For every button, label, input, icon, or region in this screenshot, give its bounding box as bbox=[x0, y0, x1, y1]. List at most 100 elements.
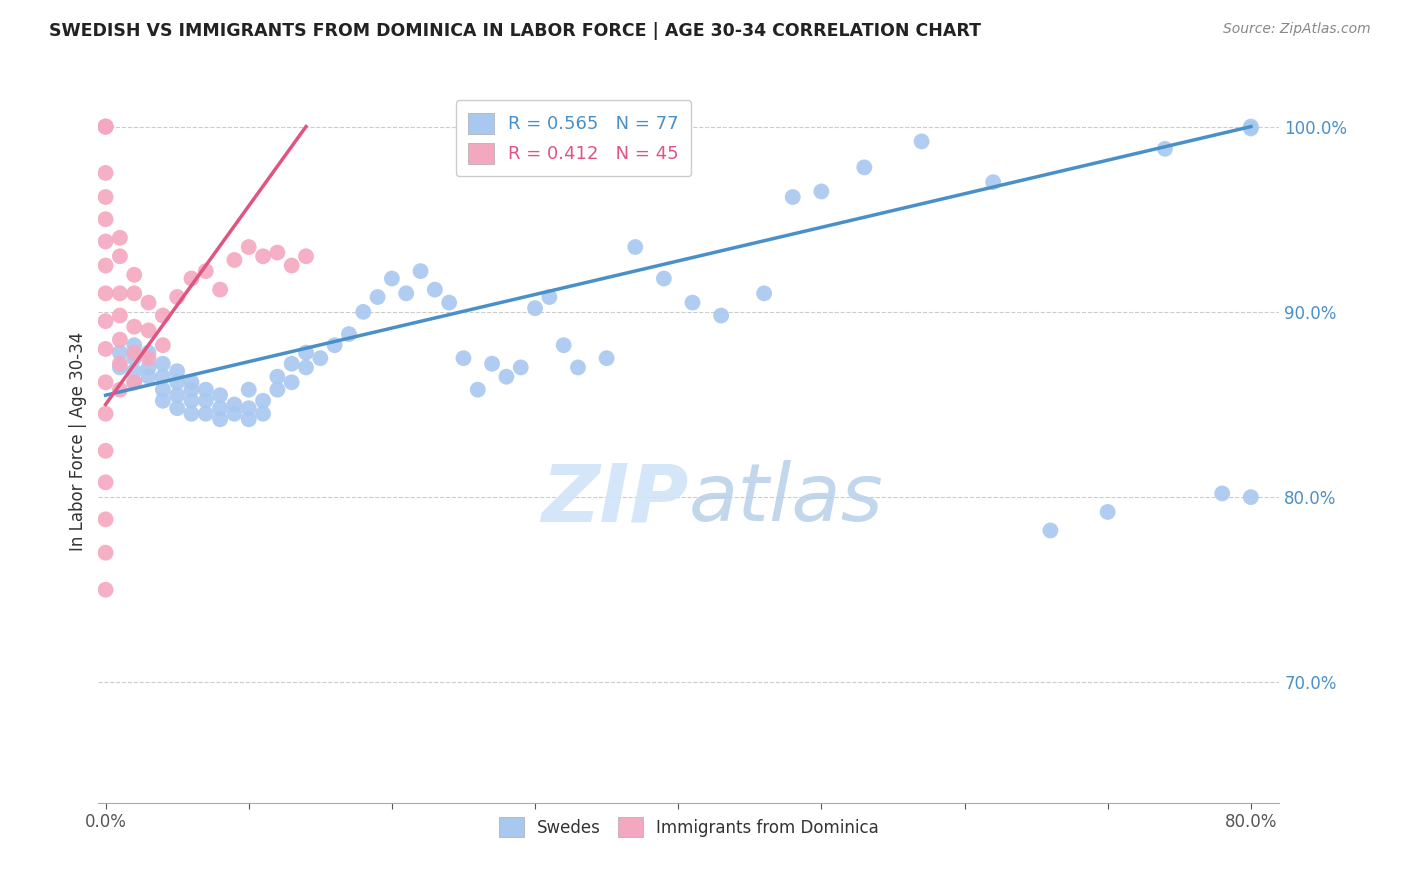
Point bbox=[166, 364, 188, 378]
Point bbox=[180, 376, 202, 390]
Point bbox=[108, 333, 131, 347]
Point bbox=[152, 393, 174, 408]
Point bbox=[752, 286, 775, 301]
Point bbox=[108, 249, 131, 263]
Point bbox=[94, 407, 117, 421]
Point bbox=[224, 407, 246, 421]
Point bbox=[337, 327, 360, 342]
Point bbox=[194, 264, 217, 278]
Point bbox=[1039, 524, 1062, 538]
Point bbox=[138, 369, 160, 384]
Point bbox=[1240, 120, 1263, 134]
Point bbox=[94, 582, 117, 597]
Point bbox=[624, 240, 647, 254]
Point bbox=[94, 212, 117, 227]
Point bbox=[94, 235, 117, 249]
Point bbox=[108, 357, 131, 371]
Point bbox=[108, 345, 131, 359]
Point bbox=[238, 401, 260, 416]
Point bbox=[194, 393, 217, 408]
Point bbox=[194, 383, 217, 397]
Point bbox=[94, 166, 117, 180]
Point bbox=[323, 338, 346, 352]
Point bbox=[567, 360, 589, 375]
Point bbox=[495, 369, 517, 384]
Point bbox=[509, 360, 531, 375]
Point bbox=[252, 407, 274, 421]
Point bbox=[423, 283, 446, 297]
Point bbox=[122, 319, 145, 334]
Point bbox=[122, 351, 145, 366]
Point bbox=[138, 295, 160, 310]
Point bbox=[166, 376, 188, 390]
Point bbox=[1240, 121, 1263, 136]
Point bbox=[853, 161, 876, 175]
Point bbox=[266, 369, 288, 384]
Point bbox=[122, 345, 145, 359]
Point bbox=[94, 259, 117, 273]
Y-axis label: In Labor Force | Age 30-34: In Labor Force | Age 30-34 bbox=[69, 332, 87, 551]
Point bbox=[180, 383, 202, 397]
Point bbox=[538, 290, 561, 304]
Point bbox=[595, 351, 617, 366]
Point bbox=[367, 290, 389, 304]
Point bbox=[94, 314, 117, 328]
Point bbox=[710, 309, 733, 323]
Point bbox=[180, 407, 202, 421]
Point bbox=[122, 286, 145, 301]
Text: ZIP: ZIP bbox=[541, 460, 689, 539]
Point bbox=[1211, 486, 1233, 500]
Point bbox=[524, 301, 547, 315]
Point bbox=[481, 357, 503, 371]
Point bbox=[94, 190, 117, 204]
Point bbox=[295, 249, 318, 263]
Point bbox=[152, 369, 174, 384]
Point bbox=[381, 271, 404, 285]
Point bbox=[553, 338, 575, 352]
Point bbox=[94, 376, 117, 390]
Point bbox=[209, 388, 232, 402]
Point bbox=[94, 546, 117, 560]
Point bbox=[209, 401, 232, 416]
Text: atlas: atlas bbox=[689, 460, 884, 539]
Point bbox=[309, 351, 332, 366]
Point bbox=[682, 295, 704, 310]
Point bbox=[152, 309, 174, 323]
Point bbox=[266, 245, 288, 260]
Point bbox=[437, 295, 460, 310]
Point bbox=[180, 271, 202, 285]
Point bbox=[94, 120, 117, 134]
Point bbox=[810, 185, 832, 199]
Legend: Swedes, Immigrants from Dominica: Swedes, Immigrants from Dominica bbox=[491, 809, 887, 845]
Point bbox=[194, 407, 217, 421]
Point bbox=[122, 364, 145, 378]
Point bbox=[94, 342, 117, 356]
Point bbox=[1154, 142, 1177, 156]
Point bbox=[138, 323, 160, 337]
Point bbox=[166, 290, 188, 304]
Point bbox=[122, 338, 145, 352]
Point bbox=[280, 357, 302, 371]
Point bbox=[252, 249, 274, 263]
Point bbox=[252, 393, 274, 408]
Point bbox=[209, 412, 232, 426]
Point bbox=[94, 443, 117, 458]
Point bbox=[138, 351, 160, 366]
Point bbox=[166, 401, 188, 416]
Point bbox=[108, 286, 131, 301]
Point bbox=[122, 376, 145, 390]
Point bbox=[108, 360, 131, 375]
Point bbox=[94, 120, 117, 134]
Point bbox=[295, 360, 318, 375]
Point bbox=[94, 475, 117, 490]
Point bbox=[782, 190, 804, 204]
Point bbox=[352, 305, 374, 319]
Point bbox=[453, 351, 475, 366]
Point bbox=[94, 120, 117, 134]
Point bbox=[224, 397, 246, 411]
Point bbox=[166, 388, 188, 402]
Point bbox=[280, 259, 302, 273]
Point bbox=[94, 286, 117, 301]
Point bbox=[1240, 490, 1263, 504]
Point bbox=[180, 393, 202, 408]
